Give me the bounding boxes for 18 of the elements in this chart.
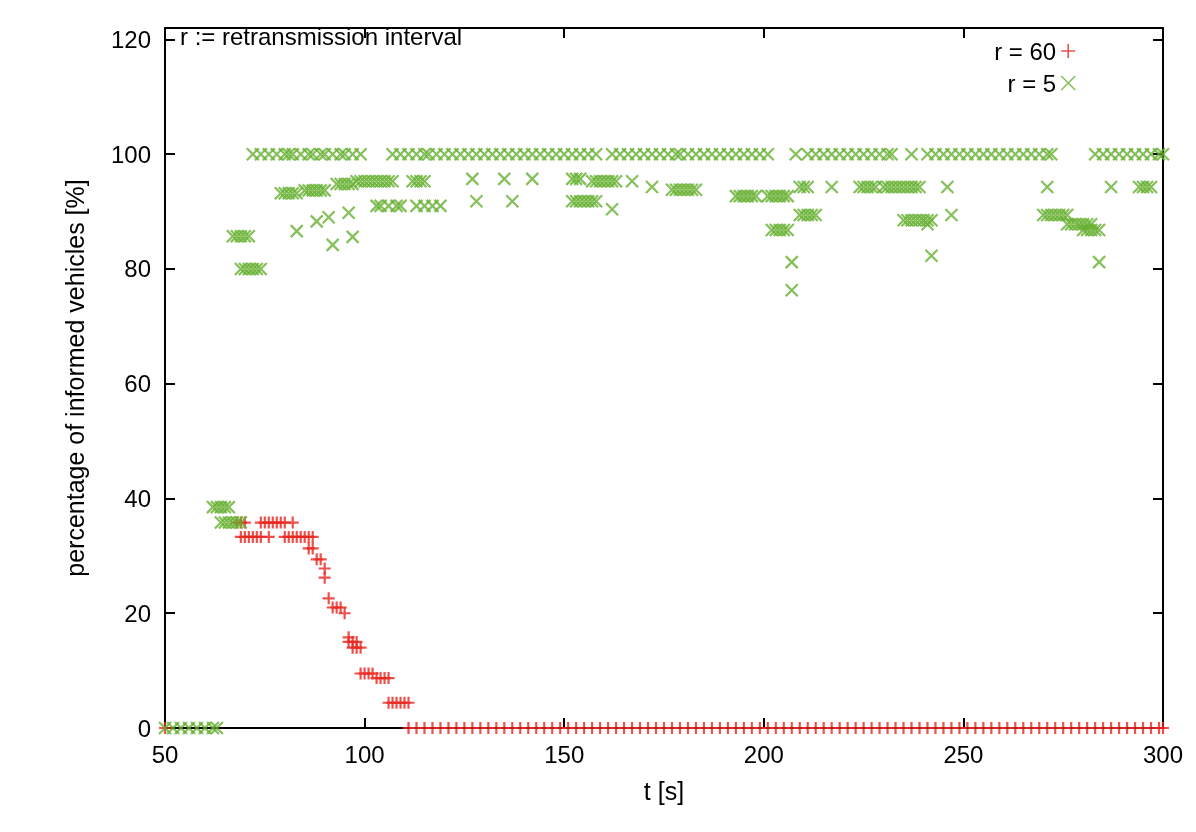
x-tick-label: 250 [943,740,984,768]
x-tick-label: 150 [544,740,585,768]
y-tick-label: 120 [110,25,151,53]
y-axis-title: percentage of informed vehicles [%] [60,179,89,577]
x-tick-label: 100 [344,740,385,768]
x-tick-label: 200 [743,740,784,768]
annotation: r := retransmission interval [180,22,463,50]
y-tick-label: 40 [124,484,151,512]
legend-label: r = 5 [1007,69,1057,97]
x-tick-label: 300 [1142,740,1184,768]
y-tick-label: 0 [137,714,151,742]
x-axis-title: t [s] [643,776,685,805]
legend-label: r = 60 [994,37,1057,65]
y-tick-label: 60 [124,370,151,398]
y-tick-label: 80 [124,255,151,283]
y-tick-label: 100 [110,140,151,168]
x-tick-label: 50 [151,740,179,768]
y-tick-label: 20 [124,599,151,627]
